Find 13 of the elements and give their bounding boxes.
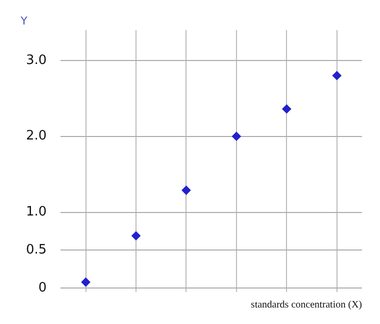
y-tick-label: 0.5	[26, 242, 47, 258]
point	[282, 104, 292, 114]
point	[81, 278, 90, 287]
point	[232, 132, 241, 141]
point	[332, 71, 342, 80]
point	[182, 186, 191, 195]
point	[132, 231, 141, 240]
y-tick-label: 2.0	[26, 128, 47, 144]
y-tick-label: 1.0	[26, 204, 47, 220]
y-tick-label: 3.0	[26, 52, 47, 68]
x-axis-title: standards concentration (X)	[250, 300, 362, 311]
y-tick-label: 0	[38, 280, 47, 296]
y-axis-title: Y	[20, 14, 28, 28]
